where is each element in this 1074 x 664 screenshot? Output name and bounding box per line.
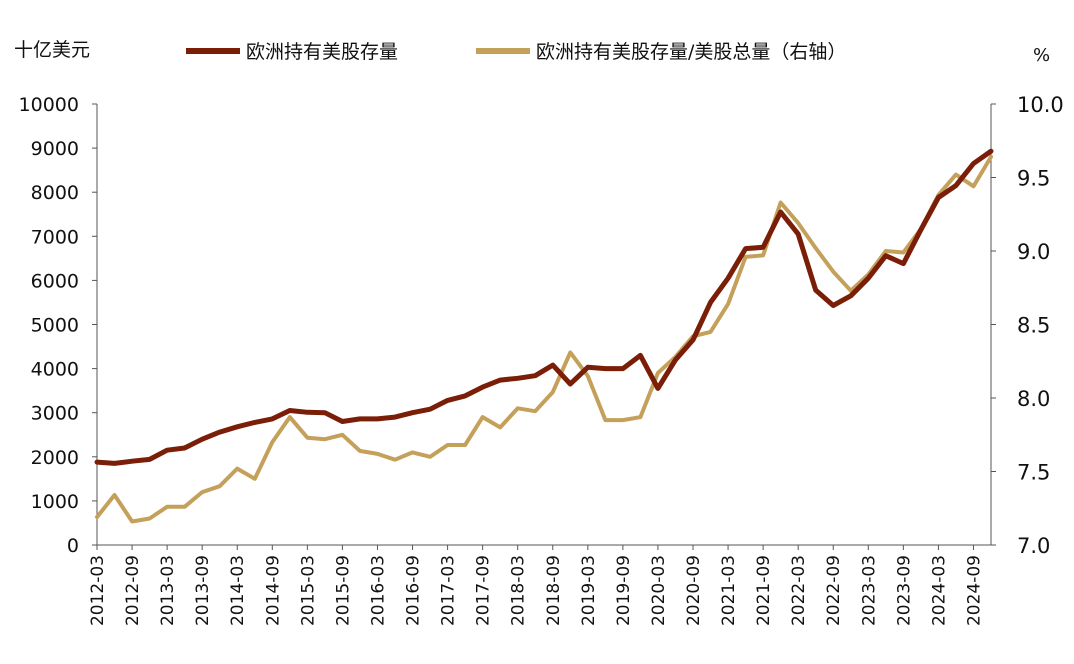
right-tick-label: 8.0 xyxy=(1017,387,1050,411)
legend: 欧洲持有美股存量 欧洲持有美股存量/美股总量（右轴） xyxy=(186,41,846,63)
left-tick-label: 4000 xyxy=(31,359,79,381)
x-tick-label: 2012-09 xyxy=(123,555,143,626)
x-axis: 2012-03 2012-09 2013-03 2013-09 2014-03 2014-… xyxy=(88,544,991,626)
legend-label-series-1: 欧洲持有美股存量 xyxy=(246,41,398,63)
right-tick-label: 9.5 xyxy=(1017,167,1050,191)
x-tick-label: 2019-03 xyxy=(579,555,599,626)
x-tick-label: 2021-03 xyxy=(719,555,739,626)
left-tick-label: 1000 xyxy=(31,491,79,513)
x-tick-label: 2021-09 xyxy=(754,555,774,626)
x-tick-label: 2014-09 xyxy=(263,555,283,626)
x-tick-label: 2017-03 xyxy=(439,555,459,626)
left-tick-label: 6000 xyxy=(31,270,79,292)
x-tick-label: 2016-09 xyxy=(404,555,424,626)
right-axis-unit: % xyxy=(1033,45,1050,66)
x-tick-label: 2014-03 xyxy=(228,555,248,626)
x-tick-label: 2023-09 xyxy=(894,555,914,626)
right-tick-label: 10.0 xyxy=(1017,93,1064,117)
right-tick-label: 7.5 xyxy=(1017,461,1050,485)
legend-label-series-2: 欧洲持有美股存量/美股总量（右轴） xyxy=(536,41,846,63)
x-tick-label: 2020-09 xyxy=(684,555,704,626)
x-tick-label: 2013-09 xyxy=(193,555,213,626)
left-axis-unit: 十亿美元 xyxy=(14,39,90,61)
x-tick-label: 2016-03 xyxy=(368,555,388,626)
x-tick-label: 2024-09 xyxy=(964,555,984,626)
right-tick-label: 8.5 xyxy=(1017,314,1050,338)
plot-area xyxy=(94,148,994,524)
x-tick-label: 2024-03 xyxy=(929,555,949,626)
left-tick-label: 2000 xyxy=(31,447,79,469)
series-line-1 xyxy=(94,148,994,466)
x-tick-label: 2023-03 xyxy=(859,555,879,626)
left-tick-label: 8000 xyxy=(31,182,79,204)
x-tick-label: 2015-09 xyxy=(333,555,353,626)
series-line-2 xyxy=(95,154,993,524)
x-tick-label: 2017-09 xyxy=(474,555,494,626)
left-tick-label: 5000 xyxy=(31,315,79,337)
x-tick-label: 2022-09 xyxy=(824,555,844,626)
left-tick-label: 9000 xyxy=(31,138,79,160)
x-tick-label: 2019-09 xyxy=(614,555,634,626)
left-tick-label: 0 xyxy=(67,535,79,557)
left-tick-label: 7000 xyxy=(31,226,79,248)
x-tick-label: 2018-03 xyxy=(509,555,529,626)
x-tick-label: 2022-03 xyxy=(789,555,809,626)
x-tick-label: 2015-03 xyxy=(298,555,318,626)
left-tick-label: 3000 xyxy=(31,403,79,425)
x-tick-label: 2012-03 xyxy=(88,555,108,626)
left-tick-label: 10000 xyxy=(19,94,79,116)
x-tick-label: 2018-09 xyxy=(544,555,564,626)
right-axis: 7.0 7.5 8.0 8.5 9.0 9.5 10.0 xyxy=(990,93,1064,558)
x-tick-label: 2020-03 xyxy=(649,555,669,626)
left-axis: 0 1000 2000 3000 4000 5000 6000 7000 8000 9000 100… xyxy=(19,94,98,557)
right-tick-label: 7.0 xyxy=(1017,534,1050,558)
x-tick-label: 2013-03 xyxy=(158,555,178,626)
right-tick-label: 9.0 xyxy=(1017,240,1050,264)
